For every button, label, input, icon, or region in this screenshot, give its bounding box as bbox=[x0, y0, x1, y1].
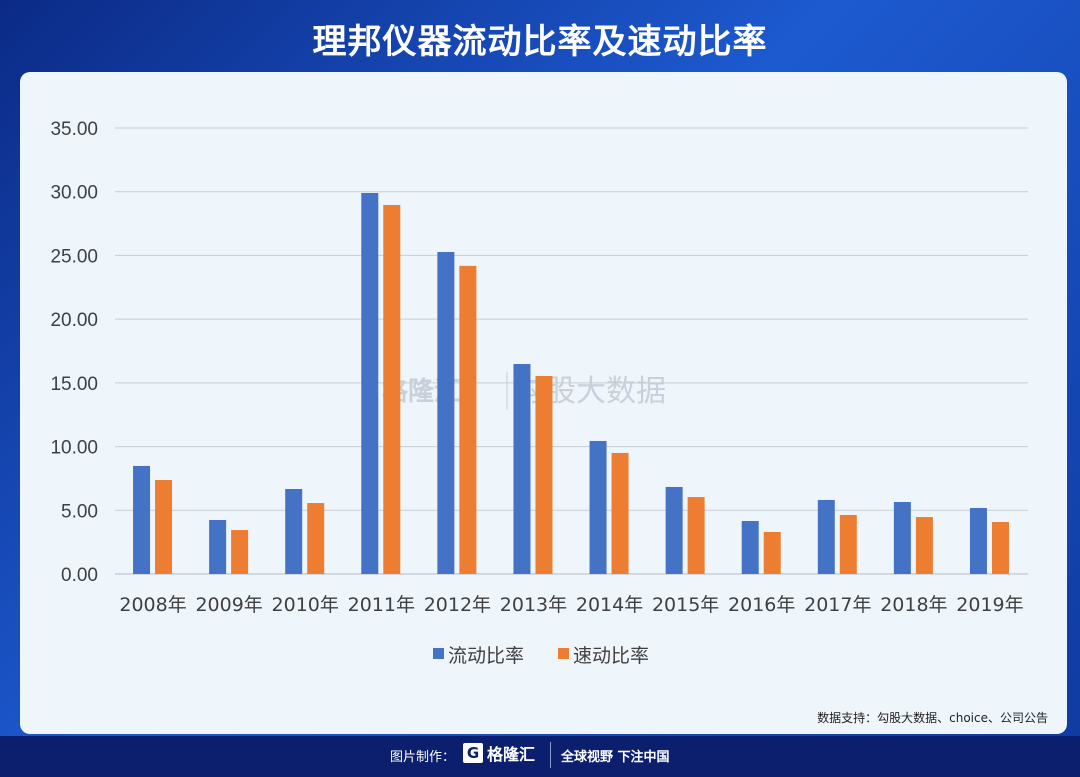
bar-current-ratio bbox=[209, 519, 227, 574]
bar-current-ratio bbox=[817, 499, 835, 574]
y-tick-label: 30.00 bbox=[50, 183, 98, 204]
legend-swatch bbox=[433, 648, 444, 659]
x-tick-label: 2018年 bbox=[880, 594, 947, 616]
footer-bar bbox=[0, 736, 1080, 777]
gelonghui-logo: G 格隆汇 bbox=[463, 741, 535, 765]
legend-label: 流动比率 bbox=[448, 645, 524, 667]
data-source: 数据支持：勾股大数据、choice、公司公告 bbox=[817, 711, 1048, 725]
bar-current-ratio bbox=[969, 507, 987, 574]
x-tick-label: 2008年 bbox=[119, 594, 186, 616]
page-title: 理邦仪器流动比率及速动比率 bbox=[312, 22, 768, 62]
slogan: 全球视野 下注中国 bbox=[561, 750, 670, 765]
bar-quick-ratio bbox=[915, 517, 933, 574]
x-tick-label: 2014年 bbox=[576, 594, 643, 616]
x-tick-label: 2010年 bbox=[272, 594, 339, 616]
bar-quick-ratio bbox=[231, 530, 249, 574]
maker-label: 图片制作： bbox=[390, 750, 456, 765]
y-tick-label: 15.00 bbox=[50, 374, 98, 395]
bar-current-ratio bbox=[361, 192, 379, 574]
bar-quick-ratio bbox=[611, 452, 629, 574]
bar-quick-ratio bbox=[383, 204, 401, 574]
y-tick-label: 25.00 bbox=[50, 246, 98, 267]
x-tick-label: 2009年 bbox=[195, 594, 262, 616]
logo-g-icon: G bbox=[463, 743, 483, 763]
bar-current-ratio bbox=[589, 440, 607, 574]
bar-quick-ratio bbox=[687, 497, 705, 574]
bar-current-ratio bbox=[437, 251, 455, 574]
bar-quick-ratio bbox=[839, 515, 857, 574]
y-tick-label: 0.00 bbox=[61, 565, 98, 586]
bar-quick-ratio bbox=[459, 265, 477, 574]
bar-quick-ratio bbox=[763, 531, 781, 574]
bar-quick-ratio bbox=[535, 375, 553, 574]
x-tick-label: 2015年 bbox=[652, 594, 719, 616]
x-tick-label: 2012年 bbox=[424, 594, 491, 616]
bar-quick-ratio bbox=[155, 479, 173, 574]
y-tick-label: 35.00 bbox=[50, 119, 98, 140]
bar-quick-ratio bbox=[991, 522, 1009, 574]
bar-current-ratio bbox=[133, 465, 151, 574]
bar-current-ratio bbox=[285, 489, 303, 574]
bar-current-ratio bbox=[893, 502, 911, 574]
y-tick-label: 10.00 bbox=[50, 438, 98, 459]
x-tick-label: 2016年 bbox=[728, 594, 795, 616]
footer-divider bbox=[550, 742, 551, 768]
bar-current-ratio bbox=[741, 520, 759, 574]
y-tick-label: 20.00 bbox=[50, 310, 98, 331]
legend-swatch bbox=[558, 648, 569, 659]
x-tick-label: 2011年 bbox=[348, 594, 415, 616]
logo-text: 格隆汇 bbox=[487, 745, 536, 764]
bar-current-ratio bbox=[513, 363, 531, 574]
x-tick-label: 2017年 bbox=[804, 594, 871, 616]
x-tick-label: 2019年 bbox=[956, 594, 1023, 616]
bar-current-ratio bbox=[665, 486, 683, 574]
y-tick-label: 5.00 bbox=[61, 501, 98, 522]
legend-label: 速动比率 bbox=[573, 645, 649, 667]
x-tick-label: 2013年 bbox=[500, 594, 567, 616]
bar-quick-ratio bbox=[307, 503, 325, 574]
